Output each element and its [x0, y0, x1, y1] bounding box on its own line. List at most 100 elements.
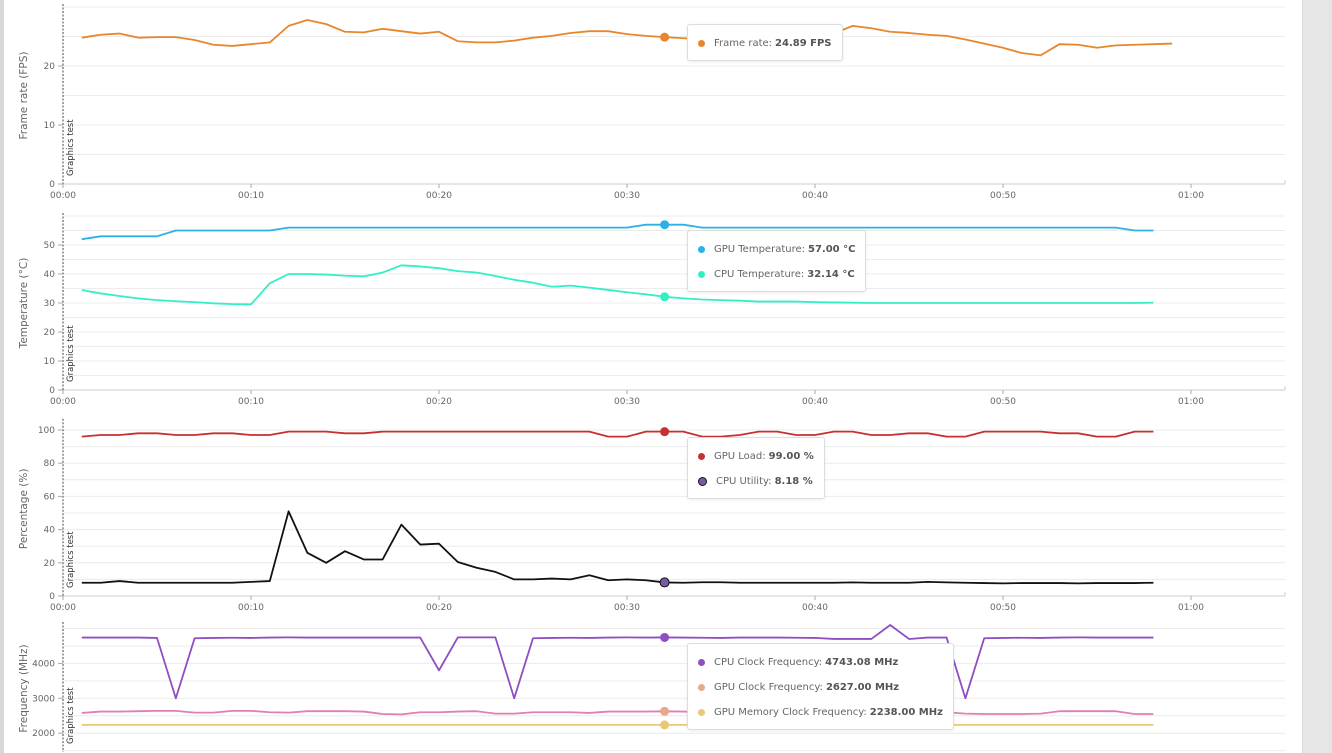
x-tick-label: 00:20 [426, 191, 452, 201]
tooltip-value: 32.14 °C [807, 269, 855, 280]
left-edge [0, 0, 4, 753]
series-line-gpu-temperature [81, 223, 1154, 241]
tooltip-value: 57.00 °C [808, 244, 856, 255]
tooltip-series-name: CPU Temperature: [714, 269, 805, 280]
y-tick-label: 0 [49, 386, 55, 396]
x-tick-label: 00:30 [614, 397, 640, 407]
x-tick-label: 00:30 [614, 603, 640, 613]
data-point [660, 427, 670, 437]
tooltip: CPU Clock Frequency: 4743.08 MHz GPU Clock… [687, 643, 954, 730]
y-tick-label: 0 [49, 592, 55, 602]
tooltip-series-name: GPU Temperature: [714, 244, 805, 255]
series-line-cpu-temperature [81, 264, 1154, 306]
chart-1: Graphics test 0 10 20 30 40 50 Temperature (°C)… [18, 213, 1286, 407]
legend-dot-icon [698, 271, 705, 278]
data-point [660, 292, 670, 302]
tooltip-row: CPU Clock Frequency: 4743.08 MHz [698, 650, 943, 675]
tooltip-value: 8.18 % [774, 476, 813, 487]
tooltip-value: 2238.00 MHz [869, 707, 943, 718]
tooltip-value: 24.89 FPS [775, 38, 832, 49]
tooltip-series-name: CPU Utility: [716, 476, 772, 487]
chart-2: Graphics test 0 20 40 60 80 100 Percentage (%) 0… [18, 418, 1286, 613]
y-tick-label: 40 [44, 270, 56, 280]
x-tick-label: 00:20 [426, 603, 452, 613]
tooltip-row: Frame rate: 24.89 FPS [698, 31, 832, 56]
legend-dot-icon [698, 40, 705, 47]
y-axis-label: Temperature (°C) [18, 258, 30, 350]
tooltip-row: GPU Temperature: 57.00 °C [698, 237, 855, 262]
tooltip-row: CPU Utility: 8.18 % [698, 469, 814, 494]
x-tick-label: 00:50 [990, 397, 1016, 407]
tooltip-series-name: GPU Load: [714, 451, 766, 462]
graphics-test-marker-label: Graphics test [66, 325, 76, 382]
graphics-test-marker-label: Graphics test [66, 531, 76, 588]
y-tick-label: 40 [44, 526, 56, 536]
y-tick-label: 80 [44, 459, 56, 469]
x-tick-label: 01:00 [1178, 603, 1204, 613]
series-line-gpu-load [81, 430, 1154, 438]
x-tick-label: 00:40 [802, 397, 828, 407]
legend-dot-icon [698, 246, 705, 253]
x-tick-label: 00:10 [238, 603, 264, 613]
data-point [660, 32, 670, 42]
tooltip-series-name: GPU Memory Clock Frequency: [714, 707, 867, 718]
y-tick-label: 20 [44, 328, 56, 338]
graphics-test-marker-label: Graphics test [66, 119, 76, 176]
x-tick-label: 00:10 [238, 397, 264, 407]
y-axis-label: Frame rate (FPS) [18, 52, 30, 140]
chart-0: Graphics test 0 10 20 Frame rate (FPS) 00:00 0… [18, 4, 1286, 201]
y-tick-label: 10 [44, 121, 56, 131]
y-tick-label: 100 [38, 426, 55, 436]
tooltip-row: GPU Memory Clock Frequency: 2238.00 MHz [698, 700, 943, 725]
x-tick-label: 00:40 [802, 603, 828, 613]
x-tick-label: 00:10 [238, 191, 264, 201]
tooltip-value: 2627.00 MHz [825, 682, 900, 693]
tooltip: Frame rate: 24.89 FPS [687, 24, 843, 61]
tooltip-series-name: GPU Clock Frequency: [714, 682, 823, 693]
x-tick-label: 00:30 [614, 191, 640, 201]
series-line-cpu-clock-frequency [81, 624, 1154, 700]
y-tick-label: 10 [44, 357, 56, 367]
legend-dot-icon [698, 684, 705, 691]
tooltip-series-name: CPU Clock Frequency: [714, 657, 823, 668]
y-tick-label: 3000 [32, 694, 55, 704]
x-tick-label: 00:50 [990, 191, 1016, 201]
legend-dot-icon [698, 709, 705, 716]
tooltip-row: GPU Clock Frequency: 2627.00 MHz [698, 675, 943, 700]
legend-dot-icon [698, 659, 705, 666]
y-tick-label: 60 [44, 492, 56, 502]
x-tick-label: 01:00 [1178, 397, 1204, 407]
y-tick-label: 50 [44, 241, 56, 251]
x-tick-label: 00:00 [50, 603, 76, 613]
tooltip-row: CPU Temperature: 32.14 °C [698, 262, 855, 287]
x-tick-label: 00:00 [50, 191, 76, 201]
x-tick-label: 00:50 [990, 603, 1016, 613]
y-tick-label: 2000 [32, 729, 55, 739]
y-axis-label: Frequency (MHz) [18, 644, 30, 732]
x-tick-label: 00:00 [50, 397, 76, 407]
y-tick-label: 20 [44, 559, 56, 569]
data-point [660, 706, 670, 716]
scrollbar[interactable] [1302, 0, 1332, 753]
y-tick-label: 4000 [32, 659, 55, 669]
series-line-gpu-clock-frequency [81, 709, 1154, 716]
data-point [660, 720, 670, 730]
legend-dot-icon [698, 453, 705, 460]
tooltip-row: GPU Load: 99.00 % [698, 444, 814, 469]
x-tick-label: 01:00 [1178, 191, 1204, 201]
data-point [659, 577, 670, 588]
y-tick-label: 0 [49, 180, 55, 190]
x-tick-label: 00:20 [426, 397, 452, 407]
tooltip-value: 99.00 % [768, 451, 814, 462]
tooltip-value: 4743.08 MHz [825, 657, 899, 668]
tooltip-series-name: Frame rate: [714, 38, 773, 49]
tooltip: GPU Temperature: 57.00 °C CPU Temperature:… [687, 230, 867, 292]
series-line-cpu-utility [81, 510, 1154, 585]
legend-dot-icon [698, 477, 707, 486]
y-tick-label: 20 [44, 62, 56, 72]
y-axis-label: Percentage (%) [18, 469, 30, 550]
data-point [660, 632, 670, 642]
tooltip: GPU Load: 99.00 % CPU Utility: 8.18 % [687, 437, 825, 499]
data-point [660, 220, 670, 230]
